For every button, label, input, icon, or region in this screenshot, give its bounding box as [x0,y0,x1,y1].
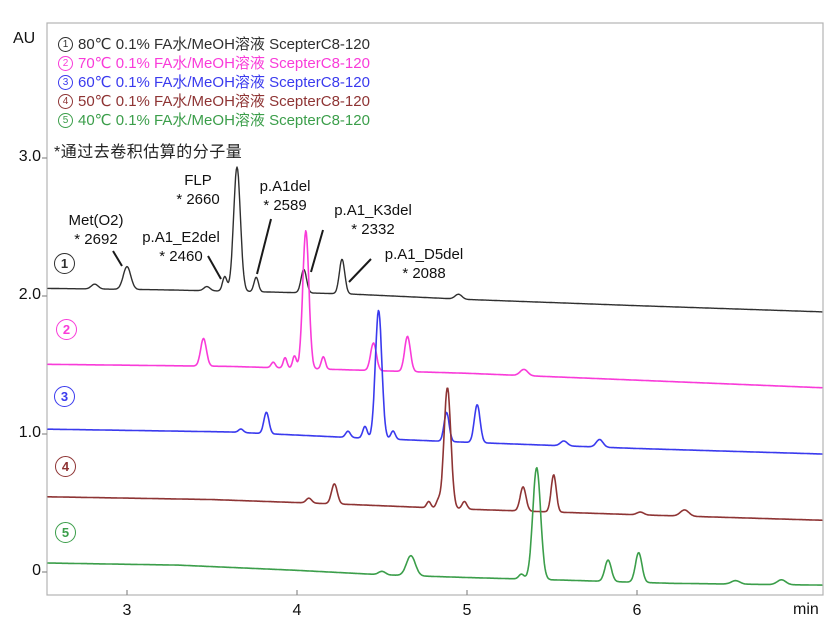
trace-3 [47,309,823,455]
trace-2 [47,230,823,389]
p-a1-d5del-leader-line [348,258,372,283]
p-a1-e2del-leader-line [207,255,222,280]
trace-5 [47,466,823,586]
plot-frame [46,22,824,596]
trace-1 [47,166,823,313]
p-a1-k3del-leader-line [310,229,324,273]
trace-4 [47,387,823,521]
met-o2-leader-line [112,250,123,267]
p-a1del-leader-line [256,218,272,275]
